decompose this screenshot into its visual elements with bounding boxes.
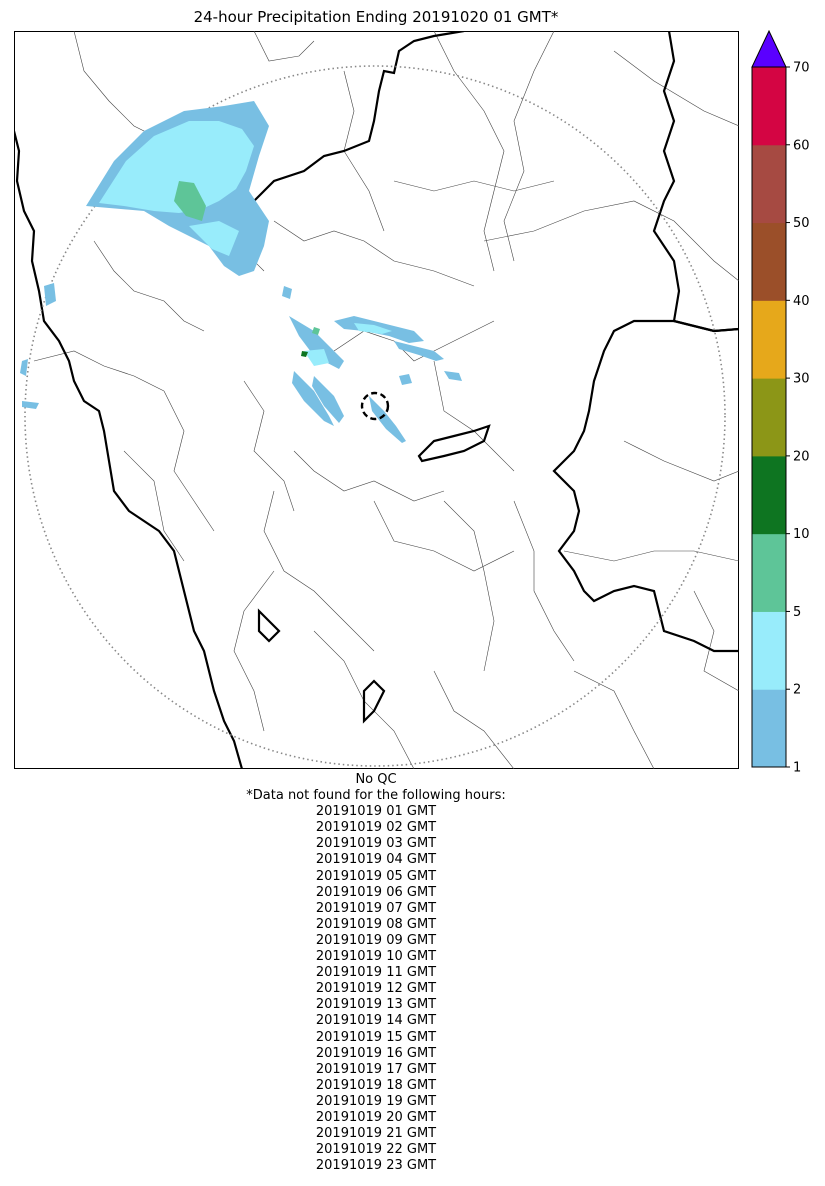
missing-hour-item: 20191019 04 GMT (315, 852, 437, 868)
colorbar-tick-label: 5 (793, 605, 801, 620)
missing-hour-item: 20191019 03 GMT (315, 836, 437, 852)
missing-data-header: *Data not found for the following hours: (246, 788, 506, 804)
missing-hour-item: 20191019 13 GMT (315, 997, 437, 1013)
missing-hour-item: 20191019 19 GMT (315, 1093, 437, 1109)
missing-hour-item: 20191019 20 GMT (315, 1109, 437, 1125)
precipitation-map (14, 31, 739, 769)
missing-hour-item: 20191019 21 GMT (315, 1126, 437, 1142)
missing-hour-item: 20191019 06 GMT (315, 884, 437, 900)
radar-range-ring (24, 65, 726, 767)
colorbar-segment (752, 689, 786, 768)
missing-hour-item: 20191019 05 GMT (315, 868, 437, 884)
colorbar-tick-label: 2 (793, 683, 801, 698)
missing-hour-item: 20191019 22 GMT (315, 1142, 437, 1158)
missing-hour-item: 20191019 10 GMT (315, 949, 437, 965)
notes-block: No QC *Data not found for the following … (0, 772, 752, 1174)
missing-hour-item: 20191019 11 GMT (315, 965, 437, 981)
colorbar-segment (752, 67, 786, 146)
precipitation-areas (20, 101, 462, 443)
colorbar-tick-label: 40 (793, 294, 810, 309)
colorbar-tick-label: 70 (793, 61, 810, 76)
colorbar-segment (752, 222, 786, 301)
radar-location-marker (360, 391, 390, 421)
missing-hour-item: 20191019 09 GMT (315, 932, 437, 948)
missing-hour-item: 20191019 02 GMT (315, 820, 437, 836)
missing-hour-item: 20191019 15 GMT (315, 1029, 437, 1045)
missing-hour-item: 20191019 01 GMT (315, 804, 437, 820)
colorbar-outline (751, 66, 787, 768)
missing-hour-item: 20191019 07 GMT (315, 900, 437, 916)
colorbar-extend-arrow (751, 30, 787, 68)
colorbar-tick-label: 20 (793, 449, 810, 464)
missing-hour-item: 20191019 23 GMT (315, 1158, 437, 1174)
colorbar-segment (752, 144, 786, 224)
colorbar-tick-label: 60 (793, 138, 810, 153)
colorbar-tick-label: 10 (793, 527, 810, 542)
map-title: 24-hour Precipitation Ending 20191020 01… (193, 8, 559, 26)
colorbar-segment (752, 533, 786, 612)
colorbar-segment (752, 455, 786, 535)
missing-hour-item: 20191019 17 GMT (315, 1061, 437, 1077)
colorbar-tick-label: 50 (793, 216, 810, 231)
missing-hour-item: 20191019 16 GMT (315, 1045, 437, 1061)
colorbar-segment (752, 378, 786, 457)
missing-hour-item: 20191019 08 GMT (315, 916, 437, 932)
colorbar-segment (752, 300, 786, 379)
missing-hour-item: 20191019 12 GMT (315, 981, 437, 997)
missing-hour-item: 20191019 18 GMT (315, 1077, 437, 1093)
colorbar-tick-label: 30 (793, 372, 810, 387)
colorbar-tick-label: 1 (793, 761, 801, 773)
qc-note: No QC (355, 772, 397, 787)
colorbar-segment (752, 611, 786, 690)
precipitation-colorbar: 1 2 5 10 20 30 40 50 60 70 (751, 30, 810, 773)
missing-hours-list: 20191019 01 GMT 20191019 02 GMT 20191019 0… (0, 804, 752, 1174)
state-boundaries (14, 31, 739, 769)
missing-hour-item: 20191019 14 GMT (315, 1013, 437, 1029)
